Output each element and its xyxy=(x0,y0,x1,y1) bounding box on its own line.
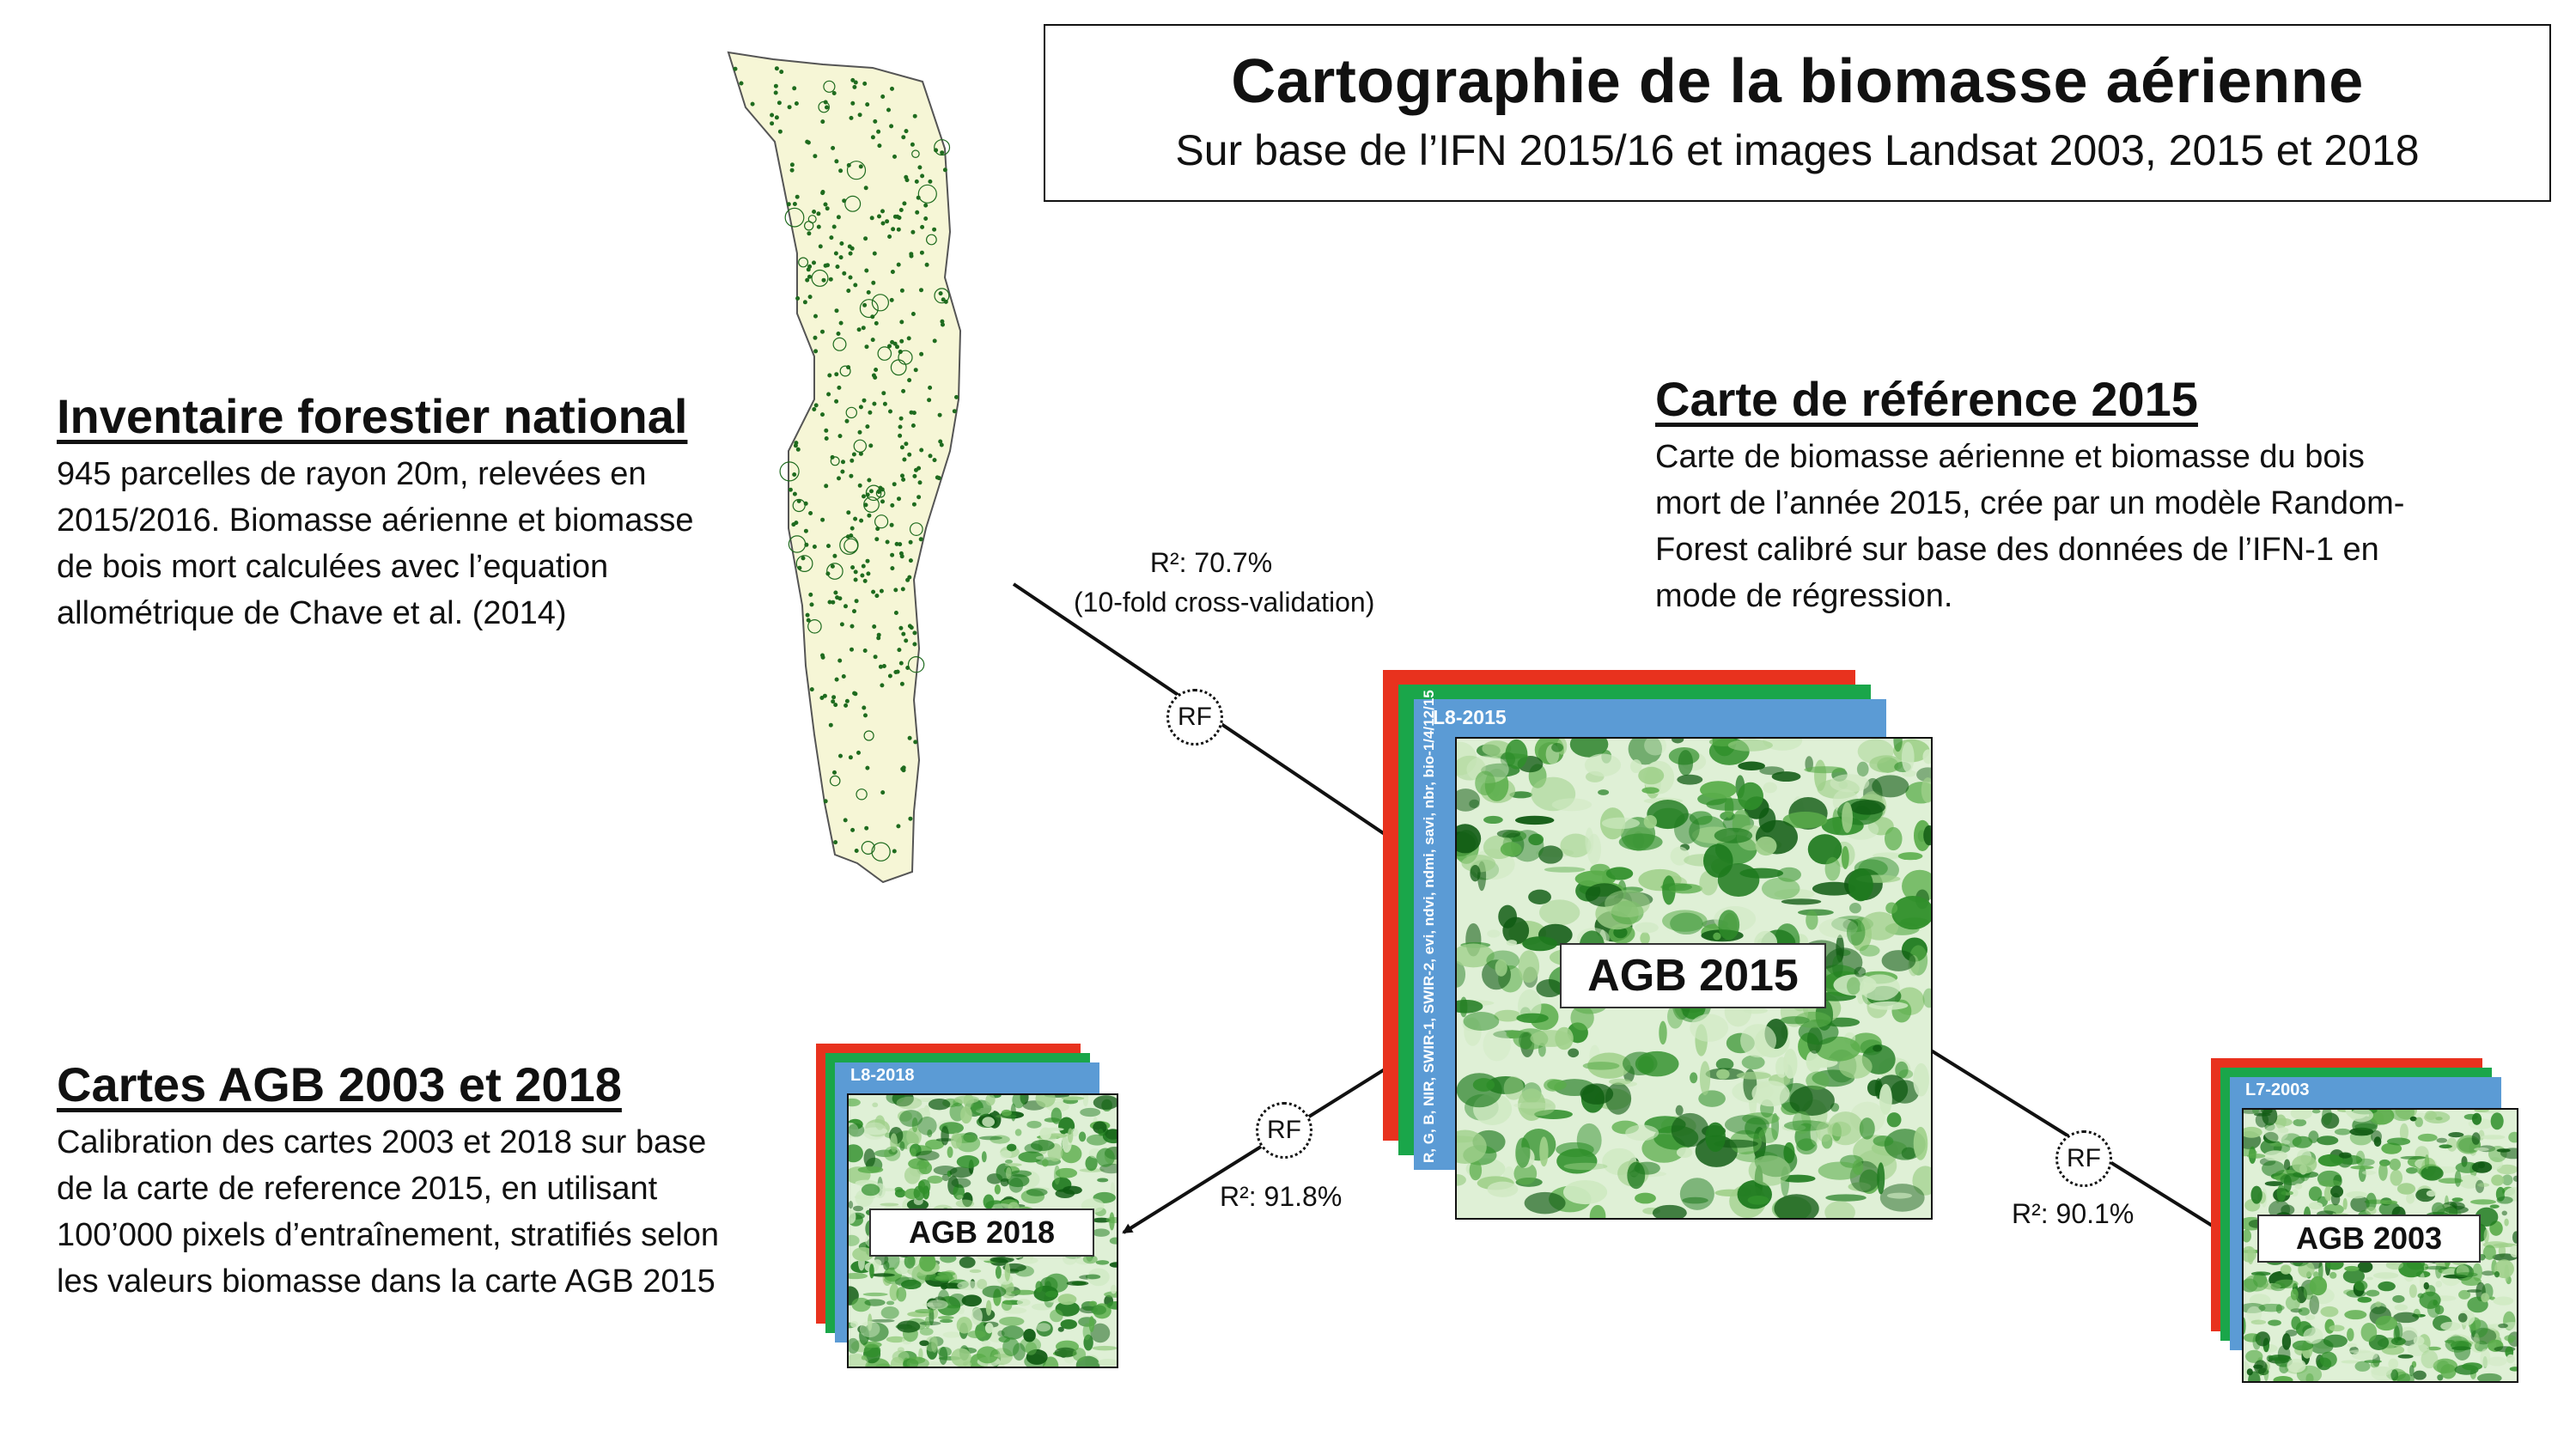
sensor-label-2015: L8-2015 xyxy=(1433,706,1507,728)
reference-line: mort de l’année 2015, crée par un modèle… xyxy=(1655,485,2405,521)
stack-2003: L7-2003 AGB 2003 xyxy=(2211,1058,2529,1385)
agb-maps-line: les valeurs biomasse dans la carte AGB 2… xyxy=(57,1263,716,1300)
reference-line: mode de régression. xyxy=(1655,578,1953,614)
page-subtitle: Sur base de l’IFN 2015/16 et images Land… xyxy=(1175,126,2420,174)
agb-2015-map xyxy=(1455,737,1933,1220)
rf-node-2018: RF xyxy=(1256,1102,1312,1159)
agb-maps-heading: Cartes AGB 2003 et 2018 xyxy=(57,1057,622,1111)
rf-node-2003: RF xyxy=(2055,1130,2112,1187)
inventory-line: de bois mort calculées avec l’equation xyxy=(57,549,609,585)
agb-maps-line: Calibration des cartes 2003 et 2018 sur … xyxy=(57,1124,707,1160)
agb-maps-text: Calibration des cartes 2003 et 2018 sur … xyxy=(57,1119,813,1305)
r2-2018-label: R²: 91.8% xyxy=(1220,1181,1343,1212)
reference-heading: Carte de référence 2015 xyxy=(1655,372,2198,426)
title-box: Cartographie de la biomasse aérienne Sur… xyxy=(1044,24,2551,202)
agb-2018-label: AGB 2018 xyxy=(869,1209,1094,1257)
agb-2003-label: AGB 2003 xyxy=(2257,1215,2481,1263)
inventory-line: allométrique de Chave et al. (2014) xyxy=(57,595,567,631)
togo-map xyxy=(727,51,962,884)
reference-line: Carte de biomasse aérienne et biomasse d… xyxy=(1655,439,2365,475)
sensor-label-2003: L7-2003 xyxy=(2245,1081,2310,1099)
agb-2015-label: AGB 2015 xyxy=(1560,943,1826,1008)
stack-2018: L8-2018 AGB 2018 xyxy=(816,1044,1125,1370)
r2-2003-label: R²: 90.1% xyxy=(2012,1198,2134,1229)
inventory-heading: Inventaire forestier national xyxy=(57,389,688,443)
sensor-label-2018: L8-2018 xyxy=(850,1066,915,1085)
page-title: Cartographie de la biomasse aérienne xyxy=(1231,47,2364,116)
agb-maps-line: de la carte de reference 2015, en utilis… xyxy=(57,1171,658,1207)
cv-stats: R²: 70.7% (10-fold cross-validation) xyxy=(1074,543,1375,622)
reference-line: Forest calibré sur base des données de l… xyxy=(1655,532,2379,568)
inventory-line: 945 parcelles de rayon 20m, relevées en xyxy=(57,456,647,492)
cross-validation-label: (10-fold cross-validation) xyxy=(1074,587,1375,618)
inventory-text: 945 parcelles de rayon 20m, relevées en … xyxy=(57,451,761,636)
biomass-texture xyxy=(1457,739,1931,1218)
band-list-label: R, G, B, NIR, SWIR-1, SWIR-2, evi, ndvi,… xyxy=(1421,690,1437,1163)
inventory-line: 2015/2016. Biomasse aérienne et biomasse xyxy=(57,502,694,539)
agb-maps-line: 100’000 pixels d’entraînement, stratifié… xyxy=(57,1217,720,1253)
arrow-ifn-to-2015 xyxy=(1012,582,1455,882)
inventory-plot-map xyxy=(720,47,1029,889)
reference-text: Carte de biomasse aérienne et biomasse d… xyxy=(1655,434,2514,619)
stack-2015: L8-2015 R, G, B, NIR, SWIR-1, SWIR-2, ev… xyxy=(1383,670,1933,1220)
rf-node-main: RF xyxy=(1166,689,1223,746)
main-r2-label: R²: 70.7% xyxy=(1149,547,1273,578)
